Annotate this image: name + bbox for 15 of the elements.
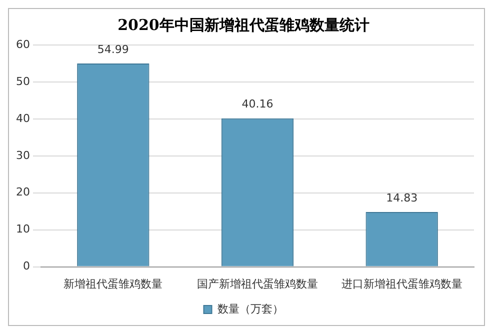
y-tick-label: 10 <box>16 222 30 236</box>
y-tick-label: 40 <box>16 112 30 125</box>
y-tick-label: 20 <box>16 186 30 199</box>
x-tick-label: 新增祖代蛋雏鸡数量 <box>64 277 163 290</box>
data-label: 14.83 <box>386 191 418 204</box>
y-tick-label: 0 <box>22 260 30 273</box>
chart-title: 2020年中国新增祖代蛋雏鸡数量统计 <box>118 16 370 34</box>
x-tick-label: 国产新增祖代蛋雏鸡数量 <box>197 277 318 290</box>
data-label: 54.99 <box>97 42 129 56</box>
data-label: 40.16 <box>242 98 274 111</box>
y-tick-label: 50 <box>16 74 30 88</box>
y-tick-label: 30 <box>16 148 30 162</box>
y-tick-label: 60 <box>16 38 30 51</box>
legend-label: 数量（万套） <box>217 302 284 316</box>
x-tick-label: 进口新增祖代蛋雏鸡数量 <box>341 277 462 290</box>
